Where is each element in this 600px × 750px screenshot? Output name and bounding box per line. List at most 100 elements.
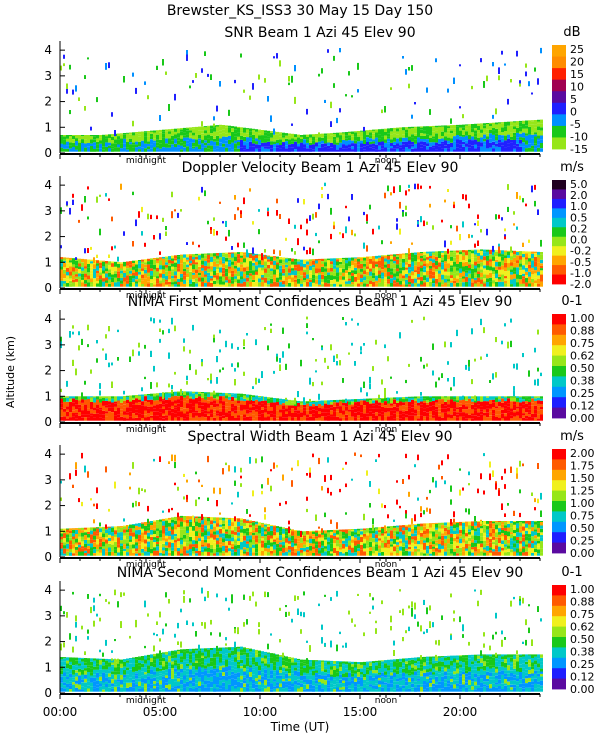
heat-cell: [486, 249, 489, 252]
heat-cell: [267, 133, 270, 137]
colorbar-tick-label: -10: [570, 131, 588, 144]
heat-cell: [105, 400, 108, 406]
heat-cell: [153, 534, 156, 537]
heat-cell: [66, 135, 69, 139]
heat-cell: [183, 135, 186, 138]
heat-cell: [261, 281, 264, 287]
heat-cell: [363, 134, 366, 140]
heat-cell: [519, 195, 521, 200]
heat-cell: [75, 538, 78, 543]
heat-cell: [486, 408, 489, 413]
heat-cell: [435, 254, 438, 257]
heat-cell: [447, 133, 450, 138]
heat-cell: [507, 134, 510, 139]
heat-cell: [405, 401, 408, 407]
heat-cell: [276, 198, 278, 204]
heat-cell: [225, 147, 228, 152]
heat-cell: [219, 146, 222, 152]
heat-cell: [381, 418, 384, 421]
heat-cell: [462, 127, 465, 131]
colorbar-swatch: [552, 386, 566, 398]
heat-cell: [444, 396, 447, 399]
heat-cell: [501, 260, 504, 266]
heat-cell: [90, 550, 93, 556]
heat-cell: [231, 147, 234, 150]
heat-cell: [390, 397, 393, 399]
heat-cell: [78, 135, 81, 140]
heat-cell: [189, 265, 192, 269]
heat-cell: [114, 136, 117, 140]
heat-cell: [231, 416, 234, 421]
heat-cell: [186, 146, 189, 149]
heat-cell: [297, 137, 300, 142]
heat-cell: [129, 486, 131, 490]
heat-cell: [417, 126, 420, 131]
heat-cell: [90, 409, 93, 414]
heat-cell: [111, 149, 114, 152]
heat-cell: [276, 145, 279, 148]
heat-cell: [135, 415, 138, 418]
heat-cell: [306, 323, 308, 328]
heat-cell: [405, 262, 408, 265]
heat-cell: [516, 226, 518, 230]
heat-cell: [126, 147, 129, 150]
heat-cell: [537, 275, 540, 279]
heat-cell: [324, 139, 327, 144]
heat-cell: [408, 132, 411, 137]
heat-cell: [69, 275, 72, 279]
heat-cell: [357, 89, 359, 93]
heat-cell: [399, 418, 402, 421]
heat-cell: [456, 139, 459, 144]
heat-cell: [213, 253, 216, 257]
heat-cell: [186, 546, 189, 551]
heat-cell: [108, 543, 111, 548]
heat-cell: [336, 137, 339, 141]
heat-cell: [222, 263, 225, 268]
heat-cell: [213, 136, 216, 139]
heat-cell: [171, 412, 174, 417]
heat-cell: [135, 548, 138, 552]
heat-cell: [207, 396, 210, 401]
heat-cell: [402, 416, 405, 421]
heat-cell: [486, 251, 489, 256]
heat-cell: [159, 251, 161, 255]
heat-cell: [117, 412, 120, 415]
heat-cell: [87, 248, 89, 253]
heat-cell: [219, 142, 222, 147]
heat-cell: [507, 341, 509, 349]
heat-cell: [465, 131, 468, 136]
heat-cell: [450, 125, 453, 129]
heat-cell: [423, 263, 426, 267]
heat-cell: [483, 249, 486, 253]
heat-cell: [213, 217, 215, 221]
heat-cell: [63, 397, 66, 402]
heat-cell: [504, 413, 507, 417]
heat-cell: [351, 404, 354, 407]
heat-cell: [459, 130, 462, 134]
heat-cell: [240, 283, 243, 287]
heat-cell: [459, 148, 462, 152]
heat-cell: [144, 543, 147, 547]
heat-cell: [147, 416, 150, 421]
heat-cell: [540, 372, 542, 377]
heat-cell: [102, 526, 105, 528]
heat-cell: [516, 278, 519, 283]
heat-cell: [162, 400, 165, 405]
heat-cell: [60, 551, 63, 556]
heat-cell: [183, 529, 186, 535]
heat-cell: [432, 401, 435, 406]
heat-cell: [306, 417, 309, 421]
heat-cell: [90, 268, 93, 271]
heat-cell: [396, 282, 399, 287]
heat-cell: [99, 536, 102, 539]
heat-cell: [240, 279, 243, 284]
heat-cell: [288, 413, 291, 417]
heat-cell: [411, 407, 414, 413]
heat-cell: [468, 259, 471, 263]
heat-cell: [186, 130, 189, 135]
heat-cell: [168, 392, 171, 398]
heat-cell: [303, 282, 306, 287]
heat-cell: [114, 261, 117, 267]
heat-cell: [243, 145, 246, 148]
heat-cell: [318, 284, 321, 287]
